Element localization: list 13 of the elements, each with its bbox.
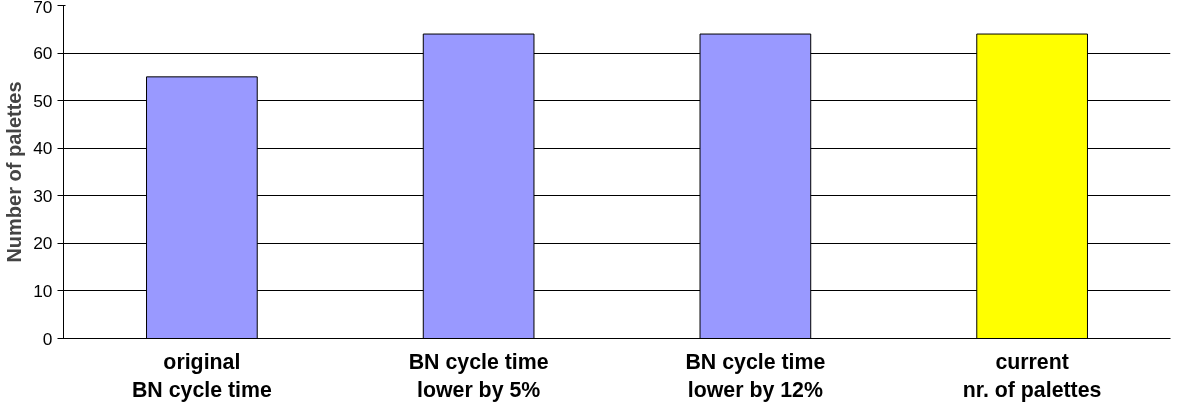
x-tick-label: BN cycle time lower by 12% <box>685 349 826 403</box>
x-tick-label: original BN cycle time <box>131 349 272 403</box>
y-tick-label: 60 <box>33 43 53 64</box>
x-tick-label: current nr. of palettes <box>962 349 1102 403</box>
y-axis-title: Number of palettes <box>3 81 26 263</box>
y-tick-label: 70 <box>33 0 53 17</box>
y-tick-label: 30 <box>33 185 53 206</box>
y-tick-label: 0 <box>42 328 53 349</box>
x-tick-label: BN cycle time lower by 5% <box>408 349 549 403</box>
y-tick-label: 20 <box>33 233 53 254</box>
y-tick-label: 50 <box>33 90 53 111</box>
y-tick-label: 40 <box>33 138 53 159</box>
y-tick-label: 10 <box>33 280 53 301</box>
